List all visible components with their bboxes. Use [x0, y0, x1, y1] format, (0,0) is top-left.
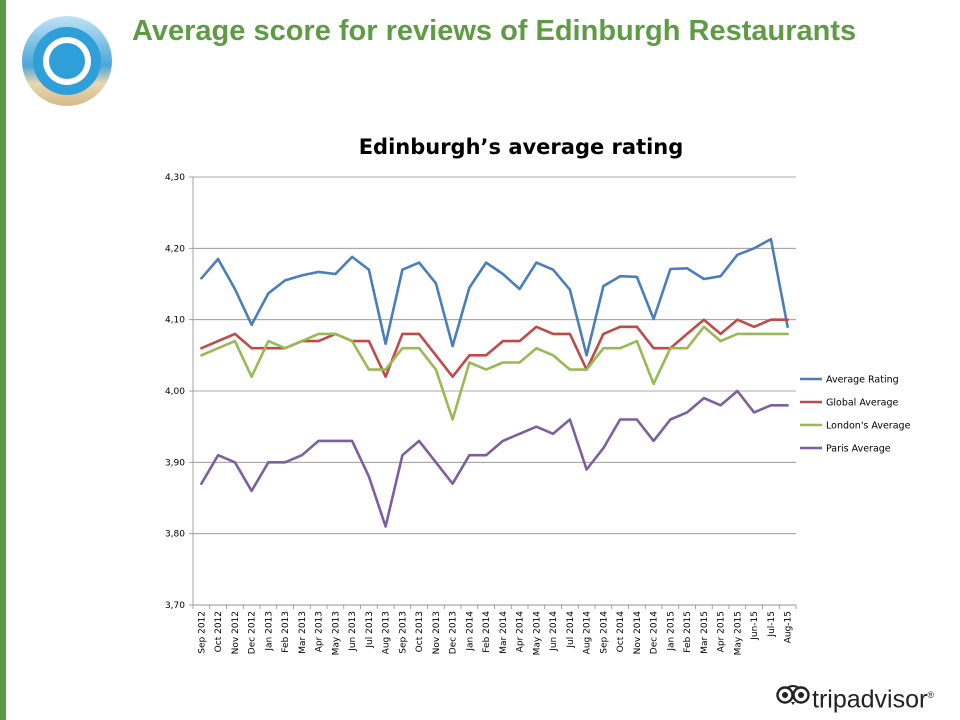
x-tick-label: Mar 2014 — [499, 611, 509, 654]
chart-series — [200, 237, 789, 528]
legend-label: Average Rating — [826, 375, 899, 386]
x-tick-label: Jul 2014 — [566, 611, 576, 649]
brand-wordmark: tripadvisor® — [812, 680, 934, 714]
series-line — [200, 318, 789, 379]
x-tick-label: Oct 2012 — [214, 611, 224, 652]
x-tick-label: May 2013 — [331, 611, 341, 655]
x-tick-label: Jan 2014 — [465, 611, 475, 652]
x-tick-label: Nov 2013 — [432, 611, 442, 654]
x-tick-label: Jun 2014 — [549, 611, 559, 652]
x-tick-label: Feb 2014 — [482, 611, 492, 653]
y-tick-label: 4,20 — [165, 244, 185, 254]
x-tick-label: Nov 2014 — [633, 611, 643, 655]
x-tick-label: Aug 2014 — [583, 611, 593, 655]
chart-legend: Average Rating Global Average London's Ave… — [800, 375, 911, 455]
y-tick-label: 4,10 — [165, 316, 185, 326]
x-tick-label: Dec 2012 — [248, 611, 258, 654]
x-tick-label: Dec 2014 — [650, 611, 660, 654]
x-tick-label: Jan 2013 — [264, 611, 274, 652]
x-tick-label: Jun-15 — [750, 611, 760, 641]
legend-label: Global Average — [826, 398, 898, 409]
series-line — [200, 237, 789, 357]
x-tick-label: Mar 2015 — [700, 611, 710, 654]
x-tick-label: Apr 2014 — [516, 611, 526, 653]
x-tick-label: Feb 2013 — [281, 611, 291, 653]
y-tick-label: 3,90 — [165, 458, 185, 468]
y-axis-ticks: 3,70 3,80 3,90 4,00 4,10 4,20 4,30 — [165, 173, 193, 611]
x-tick-label: Aug-15 — [784, 611, 794, 643]
y-tick-label: 4,30 — [165, 173, 185, 183]
x-tick-label: Dec 2013 — [449, 611, 459, 654]
destination-logo-icon — [22, 16, 112, 106]
y-tick-label: 3,80 — [165, 530, 185, 540]
y-tick-label: 4,00 — [165, 387, 185, 397]
x-tick-label: Oct 2013 — [415, 611, 425, 652]
x-tick-label: Feb 2015 — [683, 611, 693, 653]
accent-bar — [0, 0, 6, 720]
x-tick-label: May 2015 — [733, 611, 743, 655]
x-tick-label: Nov 2012 — [231, 611, 241, 654]
series-line — [200, 325, 789, 421]
x-tick-label: Jul 2013 — [365, 611, 375, 649]
x-tick-label: Sep 2013 — [398, 611, 408, 654]
x-tick-label: Mar 2013 — [298, 611, 308, 654]
x-tick-label: Jan 2015 — [666, 611, 676, 652]
tripadvisor-brand: tripadvisor® — [776, 680, 934, 713]
y-tick-label: 3,70 — [165, 601, 185, 611]
page-title: Average score for reviews of Edinburgh R… — [132, 15, 857, 47]
owl-eyes-icon — [776, 685, 810, 705]
x-axis-ticks: Sep 2012 Oct 2012 Nov 2012 Dec 2012 Jan 2013… — [192, 605, 797, 656]
x-tick-label: Jun 2013 — [348, 611, 358, 652]
x-tick-label: Sep 2014 — [599, 611, 609, 654]
x-tick-label: Oct 2014 — [616, 611, 626, 653]
registered-mark: ® — [927, 690, 934, 700]
chart-gridlines — [193, 176, 796, 606]
x-tick-label: May 2014 — [532, 611, 542, 656]
legend-label: London's Average — [826, 421, 911, 432]
x-tick-label: Jul-15 — [767, 611, 777, 638]
x-tick-label: Apr 2015 — [717, 611, 727, 652]
x-tick-label: Apr 2013 — [315, 611, 325, 652]
chart-title: Edinburgh’s average rating — [359, 135, 684, 159]
x-tick-label: Aug 2013 — [382, 611, 392, 654]
x-tick-label: Sep 2012 — [197, 611, 207, 654]
legend-label: Paris Average — [826, 444, 891, 455]
series-line — [200, 389, 789, 528]
brand-name: tripadvisor — [812, 685, 928, 714]
